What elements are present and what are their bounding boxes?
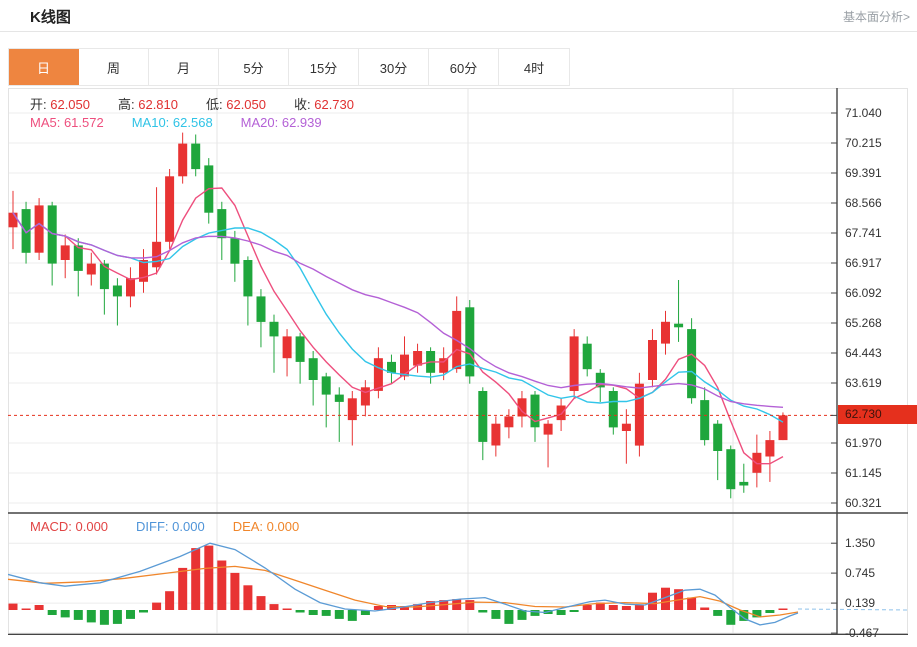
ohlc-readout-item: 收: 62.730 bbox=[294, 97, 354, 112]
price-axis-label: 61.970 bbox=[845, 436, 882, 450]
price-axis-label: 65.268 bbox=[845, 316, 882, 330]
ohlc-readout: 开: 62.050 高: 62.810 低: 62.050 收: 62.730 bbox=[30, 94, 382, 113]
price-axis-label: 69.391 bbox=[845, 165, 882, 180]
ma-readout-item: MA5: 61.572 bbox=[30, 115, 104, 130]
fundamental-analysis-link[interactable]: 基本面分析> bbox=[842, 10, 910, 24]
macd-readout: MACD: 0.000 DIFF: 0.000 DEA: 0.000 bbox=[30, 519, 327, 534]
interval-tab-bar: 日周月 5分 15分 30分 60分 4时 bbox=[8, 48, 570, 86]
price-axis-label: 63.619 bbox=[845, 376, 882, 390]
macd-axis-label: 1.350 bbox=[845, 536, 876, 551]
price-axis-label: 61.145 bbox=[845, 466, 882, 481]
ohlc-readout-item: 开: 62.050 bbox=[30, 97, 90, 112]
page-title: K线图 bbox=[30, 9, 71, 26]
ohlc-readout-item: 高: 62.810 bbox=[118, 97, 178, 112]
macd-readout-item: DIFF: 0.000 bbox=[136, 519, 205, 534]
price-axis-label: 71.040 bbox=[845, 106, 882, 120]
tab-interval-4[interactable]: 5分 bbox=[219, 49, 289, 85]
price-axis-label: 68.566 bbox=[845, 196, 882, 210]
price-axis-label: 60.321 bbox=[845, 496, 882, 510]
tab-interval-6[interactable]: 30分 bbox=[359, 49, 429, 85]
ma-readout-item: MA20: 62.939 bbox=[240, 115, 322, 130]
price-axis-label: 64.443 bbox=[845, 346, 882, 361]
tab-interval-1[interactable]: 日 bbox=[9, 49, 79, 85]
macd-readout-item: MACD: 0.000 bbox=[30, 519, 109, 534]
current-price-badge: 62.730 bbox=[838, 405, 917, 425]
tab-interval-8[interactable]: 4时 bbox=[499, 49, 569, 85]
ma-readout-item: MA10: 62.568 bbox=[131, 115, 213, 130]
tab-interval-3[interactable]: 月 bbox=[149, 49, 219, 85]
tab-interval-2[interactable]: 周 bbox=[79, 49, 149, 85]
tab-interval-7[interactable]: 60分 bbox=[429, 49, 499, 85]
macd-axis-label: -0.467 bbox=[845, 626, 880, 641]
macd-axis-label: 0.139 bbox=[845, 596, 876, 611]
ma-readout: MA5: 61.572 MA10: 62.568 MA20: 62.939 bbox=[30, 115, 350, 130]
macd-axis-label: 0.745 bbox=[845, 566, 876, 581]
page-header: K线图 基本面分析> bbox=[0, 0, 917, 32]
price-axis-label: 66.092 bbox=[845, 286, 882, 301]
tab-interval-5[interactable]: 15分 bbox=[289, 49, 359, 85]
ohlc-readout-item: 低: 62.050 bbox=[206, 97, 266, 112]
chart-canvas[interactable] bbox=[8, 88, 908, 635]
price-axis-label: 70.215 bbox=[845, 136, 882, 151]
macd-readout-item: DEA: 0.000 bbox=[232, 519, 300, 534]
price-axis-label: 66.917 bbox=[845, 256, 882, 270]
price-axis-label: 67.741 bbox=[845, 226, 882, 241]
